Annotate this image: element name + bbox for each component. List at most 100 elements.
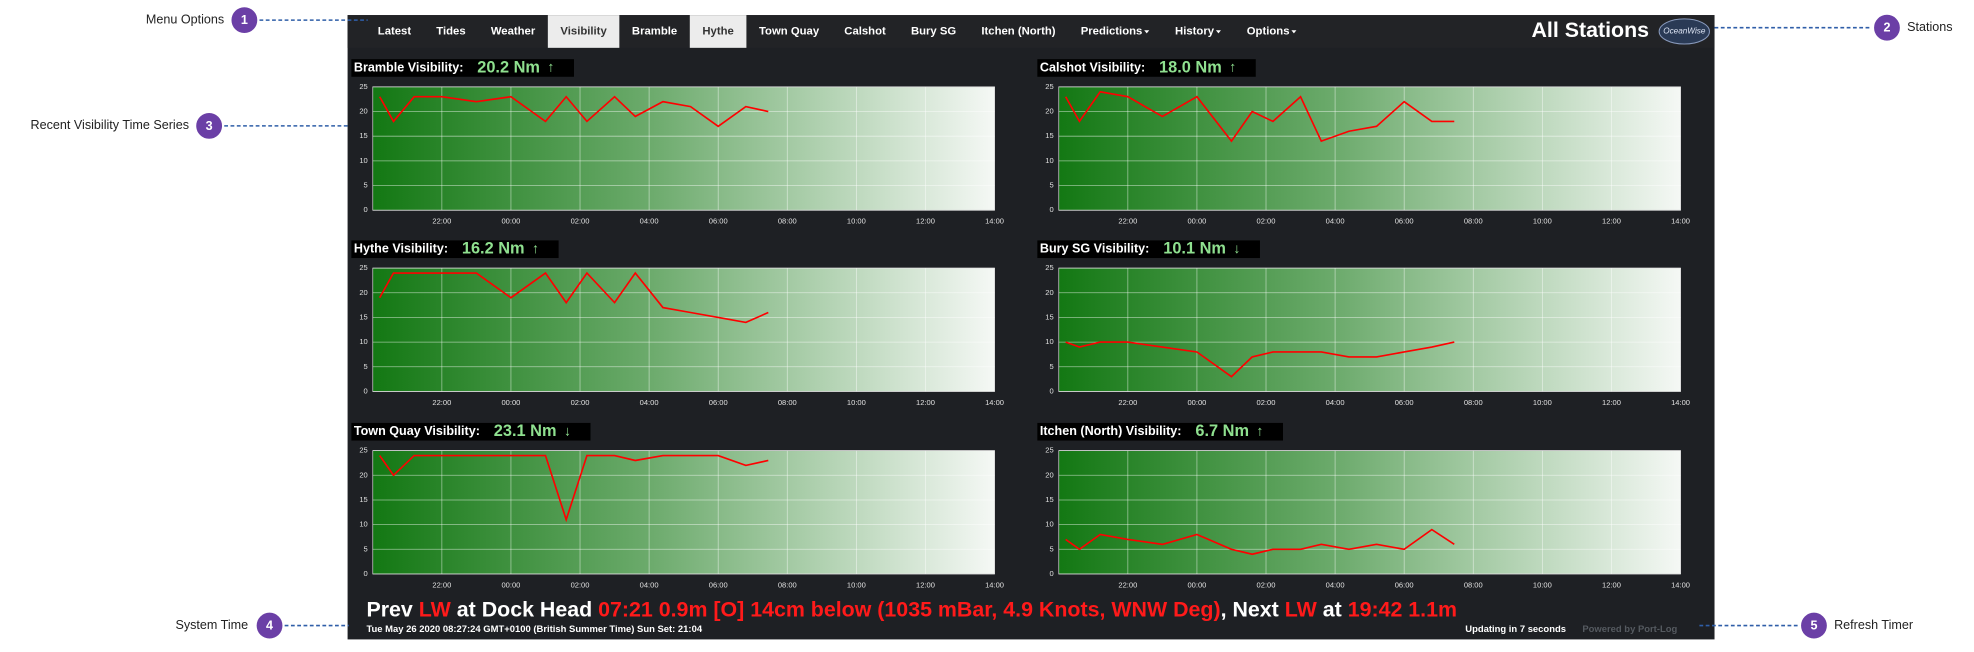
x-tick-label: 08:00: [778, 217, 797, 226]
y-tick-label: 25: [359, 82, 367, 91]
x-tick-label: 04:00: [640, 580, 659, 589]
page-heading: All Stations: [1531, 18, 1649, 42]
menu-item-bg[interactable]: [547, 15, 620, 48]
menu-item[interactable]: History: [1175, 25, 1215, 37]
x-tick-label: 00:00: [1187, 217, 1206, 226]
x-tick-label: 10:00: [847, 580, 866, 589]
x-tick-label: 14:00: [985, 398, 1004, 407]
visibility-line: [1064, 90, 1455, 143]
menu-item[interactable]: Bramble: [632, 25, 677, 37]
callout-badge: [254, 610, 285, 641]
x-tick-label: 04:00: [640, 217, 659, 226]
x-tick-label: 02:00: [1257, 398, 1276, 407]
x-tick-label: 10:00: [1533, 217, 1552, 226]
tide-segment: , Next: [1221, 597, 1285, 621]
x-tick-label: 22:00: [1118, 398, 1137, 407]
logo: [1658, 18, 1710, 45]
x-tick-label: 08:00: [778, 580, 797, 589]
menu-item[interactable]: Itchen (North): [981, 25, 1055, 37]
x-tick-label: 12:00: [1602, 217, 1621, 226]
x-tick-label: 10:00: [847, 217, 866, 226]
tide-summary: Prev LW at Dock Head 07:21 0.9m [O] 14cm…: [366, 597, 1457, 621]
callout-number: 3: [206, 119, 213, 133]
x-tick-label: 22:00: [1118, 217, 1137, 226]
menu-item[interactable]: Predictions: [1081, 25, 1143, 37]
menu-item[interactable]: Tides: [436, 25, 465, 37]
y-tick-label: 25: [1045, 446, 1053, 455]
chart-reading: 16.2 Nm: [462, 240, 525, 258]
x-tick-label: 22:00: [432, 217, 451, 226]
y-tick-label: 5: [364, 544, 368, 553]
trend-arrow: ↑: [1229, 59, 1236, 75]
x-tick-label: 12:00: [916, 580, 935, 589]
x-tick-label: 12:00: [1602, 580, 1621, 589]
menu-item[interactable]: Visibility: [560, 25, 607, 37]
chart-title-bg: [1037, 240, 1260, 259]
callout-badge: [229, 5, 260, 35]
x-tick-label: 22:00: [1118, 580, 1137, 589]
menu-item[interactable]: Options: [1247, 25, 1290, 37]
y-tick-label: 20: [1045, 288, 1053, 297]
y-tick-label: 10: [359, 337, 367, 346]
chart-title: Town Quay Visibility:: [354, 424, 480, 438]
x-tick-label: 00:00: [1187, 398, 1206, 407]
x-tick-label: 06:00: [709, 580, 728, 589]
chart-title-bg: [351, 59, 574, 77]
x-tick-label: 04:00: [1326, 580, 1345, 589]
y-tick-label: 5: [364, 181, 368, 190]
x-tick-label: 08:00: [1464, 580, 1483, 589]
trend-arrow: ↑: [548, 59, 555, 75]
y-tick-label: 25: [1045, 82, 1053, 91]
y-tick-label: 15: [1045, 131, 1053, 140]
y-tick-label: 10: [1045, 156, 1053, 165]
trend-arrow: ↓: [1234, 240, 1241, 256]
callout-label: Stations: [1907, 20, 1952, 34]
x-tick-label: 00:00: [501, 398, 520, 407]
chart-title: Bury SG Visibility:: [1040, 242, 1150, 256]
y-tick-label: 5: [1050, 362, 1054, 371]
y-tick-label: 15: [359, 312, 367, 321]
callout-number: 2: [1883, 21, 1890, 35]
menu-item-bg[interactable]: [689, 15, 747, 48]
x-tick-label: 22:00: [432, 398, 451, 407]
x-tick-label: 06:00: [1395, 217, 1414, 226]
x-tick-label: 12:00: [1602, 398, 1621, 407]
y-tick-label: 25: [359, 446, 367, 455]
menu-item[interactable]: Latest: [378, 25, 412, 37]
menu-item[interactable]: Calshot: [844, 25, 886, 37]
plot-area: [372, 267, 995, 392]
plot-area: [1058, 267, 1681, 392]
y-tick-label: 5: [1050, 181, 1054, 190]
chart-title: Bramble Visibility:: [354, 60, 464, 74]
menu-item[interactable]: Town Quay: [759, 25, 820, 37]
logo-text: OceanWise: [1663, 27, 1706, 36]
powered-by: Powered by Port-Log: [1582, 624, 1677, 635]
x-tick-label: 06:00: [709, 217, 728, 226]
x-tick-label: 02:00: [571, 580, 590, 589]
x-tick-label: 02:00: [571, 398, 590, 407]
chart-reading: 10.1 Nm: [1163, 240, 1226, 258]
tide-segment: at: [1317, 597, 1348, 621]
visibility-line: [1065, 528, 1455, 556]
chart-title-bg: [351, 422, 591, 441]
x-tick-label: 02:00: [571, 217, 590, 226]
y-tick-label: 0: [1050, 569, 1054, 578]
chart-reading: 23.1 Nm: [494, 422, 557, 440]
menu-item[interactable]: Hythe: [702, 25, 733, 37]
callout-number: 5: [1810, 619, 1817, 633]
menu-item[interactable]: Weather: [491, 25, 536, 37]
y-tick-label: 5: [364, 362, 368, 371]
y-tick-label: 15: [359, 131, 367, 140]
x-tick-label: 14:00: [985, 580, 1004, 589]
x-tick-label: 14:00: [985, 217, 1004, 226]
x-tick-label: 06:00: [1395, 398, 1414, 407]
menu-item[interactable]: Bury SG: [911, 25, 956, 37]
chart-reading: 6.7 Nm: [1195, 422, 1249, 440]
x-tick-label: 02:00: [1257, 217, 1276, 226]
x-tick-label: 04:00: [640, 398, 659, 407]
y-tick-label: 25: [1045, 263, 1053, 272]
x-tick-label: 00:00: [501, 580, 520, 589]
plot-area: [1058, 450, 1681, 575]
